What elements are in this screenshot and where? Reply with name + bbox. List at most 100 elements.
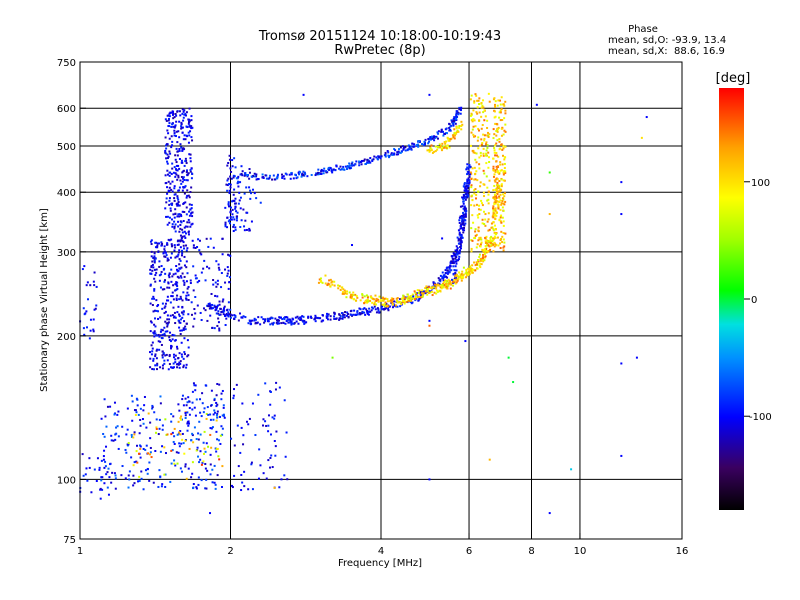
data-point — [275, 319, 278, 322]
data-point — [436, 137, 439, 140]
data-point — [197, 476, 200, 479]
data-point — [458, 126, 461, 129]
data-point — [186, 429, 189, 432]
data-point — [452, 258, 455, 261]
data-point — [457, 276, 460, 279]
data-point — [138, 444, 141, 447]
data-point — [163, 326, 166, 329]
data-point — [493, 151, 496, 154]
data-point — [168, 239, 171, 242]
data-point — [492, 196, 495, 199]
data-point — [150, 265, 153, 268]
data-point — [171, 295, 174, 298]
data-point — [449, 129, 452, 132]
data-point — [352, 291, 355, 294]
data-point — [273, 417, 276, 420]
data-point — [211, 426, 214, 429]
data-point — [273, 414, 276, 417]
data-point — [178, 157, 181, 160]
data-point — [332, 168, 335, 171]
data-point — [185, 298, 188, 301]
data-point — [469, 171, 472, 174]
data-point — [443, 274, 446, 277]
data-point — [475, 263, 478, 266]
data-point — [503, 104, 506, 107]
data-point — [172, 213, 175, 216]
data-point — [209, 433, 212, 436]
data-point — [502, 103, 505, 106]
data-point — [401, 297, 404, 300]
data-point — [218, 268, 221, 271]
data-point — [494, 100, 497, 103]
data-point — [191, 215, 194, 218]
data-point — [215, 430, 218, 433]
data-point — [110, 434, 113, 437]
data-point — [461, 205, 464, 208]
data-point — [135, 460, 138, 463]
data-point — [380, 155, 383, 158]
data-point — [182, 219, 185, 222]
data-point — [185, 260, 188, 263]
data-point — [416, 296, 419, 299]
data-point — [620, 362, 623, 365]
data-point — [239, 173, 242, 176]
data-point — [409, 295, 412, 298]
data-point — [463, 189, 466, 192]
data-point — [455, 110, 458, 113]
data-point — [151, 260, 154, 263]
data-point — [240, 219, 243, 222]
data-point — [457, 258, 460, 261]
data-point — [218, 415, 221, 418]
data-point — [462, 228, 465, 231]
data-point — [458, 255, 461, 258]
data-point — [234, 316, 237, 319]
data-point — [171, 244, 174, 247]
data-point — [499, 111, 502, 114]
data-point — [238, 191, 241, 194]
data-point — [177, 253, 180, 256]
data-point — [485, 162, 488, 165]
data-point — [372, 158, 375, 161]
data-point — [200, 463, 203, 466]
data-point — [104, 415, 107, 418]
data-point — [358, 164, 361, 167]
data-point — [200, 415, 203, 418]
data-point — [462, 222, 465, 225]
data-point — [303, 319, 306, 322]
data-point — [427, 287, 430, 290]
data-point — [151, 297, 154, 300]
data-point — [173, 132, 176, 135]
data-point — [195, 438, 198, 441]
data-point — [111, 471, 114, 474]
data-point — [190, 207, 193, 210]
data-point — [363, 311, 366, 314]
data-point — [287, 321, 290, 324]
data-point — [271, 416, 274, 419]
data-point — [460, 227, 463, 230]
y-tick-label: 200 — [57, 332, 76, 343]
data-point — [170, 125, 173, 128]
data-point — [246, 211, 249, 214]
data-point — [239, 225, 242, 228]
data-point — [92, 280, 95, 283]
data-point — [476, 214, 479, 217]
data-point — [467, 195, 470, 198]
data-point — [101, 488, 104, 491]
data-point — [393, 152, 396, 155]
data-point — [459, 205, 462, 208]
data-point — [362, 308, 365, 311]
data-point — [188, 422, 191, 425]
data-point — [255, 175, 258, 178]
data-point — [456, 247, 459, 250]
data-point — [452, 260, 455, 263]
data-point — [464, 187, 467, 190]
data-point — [428, 478, 431, 481]
data-point — [499, 169, 502, 172]
data-point — [176, 288, 179, 291]
data-point — [487, 218, 490, 221]
data-point — [402, 146, 405, 149]
data-point — [262, 418, 265, 421]
data-point — [204, 487, 207, 490]
data-point — [496, 139, 499, 142]
data-point — [365, 299, 368, 302]
